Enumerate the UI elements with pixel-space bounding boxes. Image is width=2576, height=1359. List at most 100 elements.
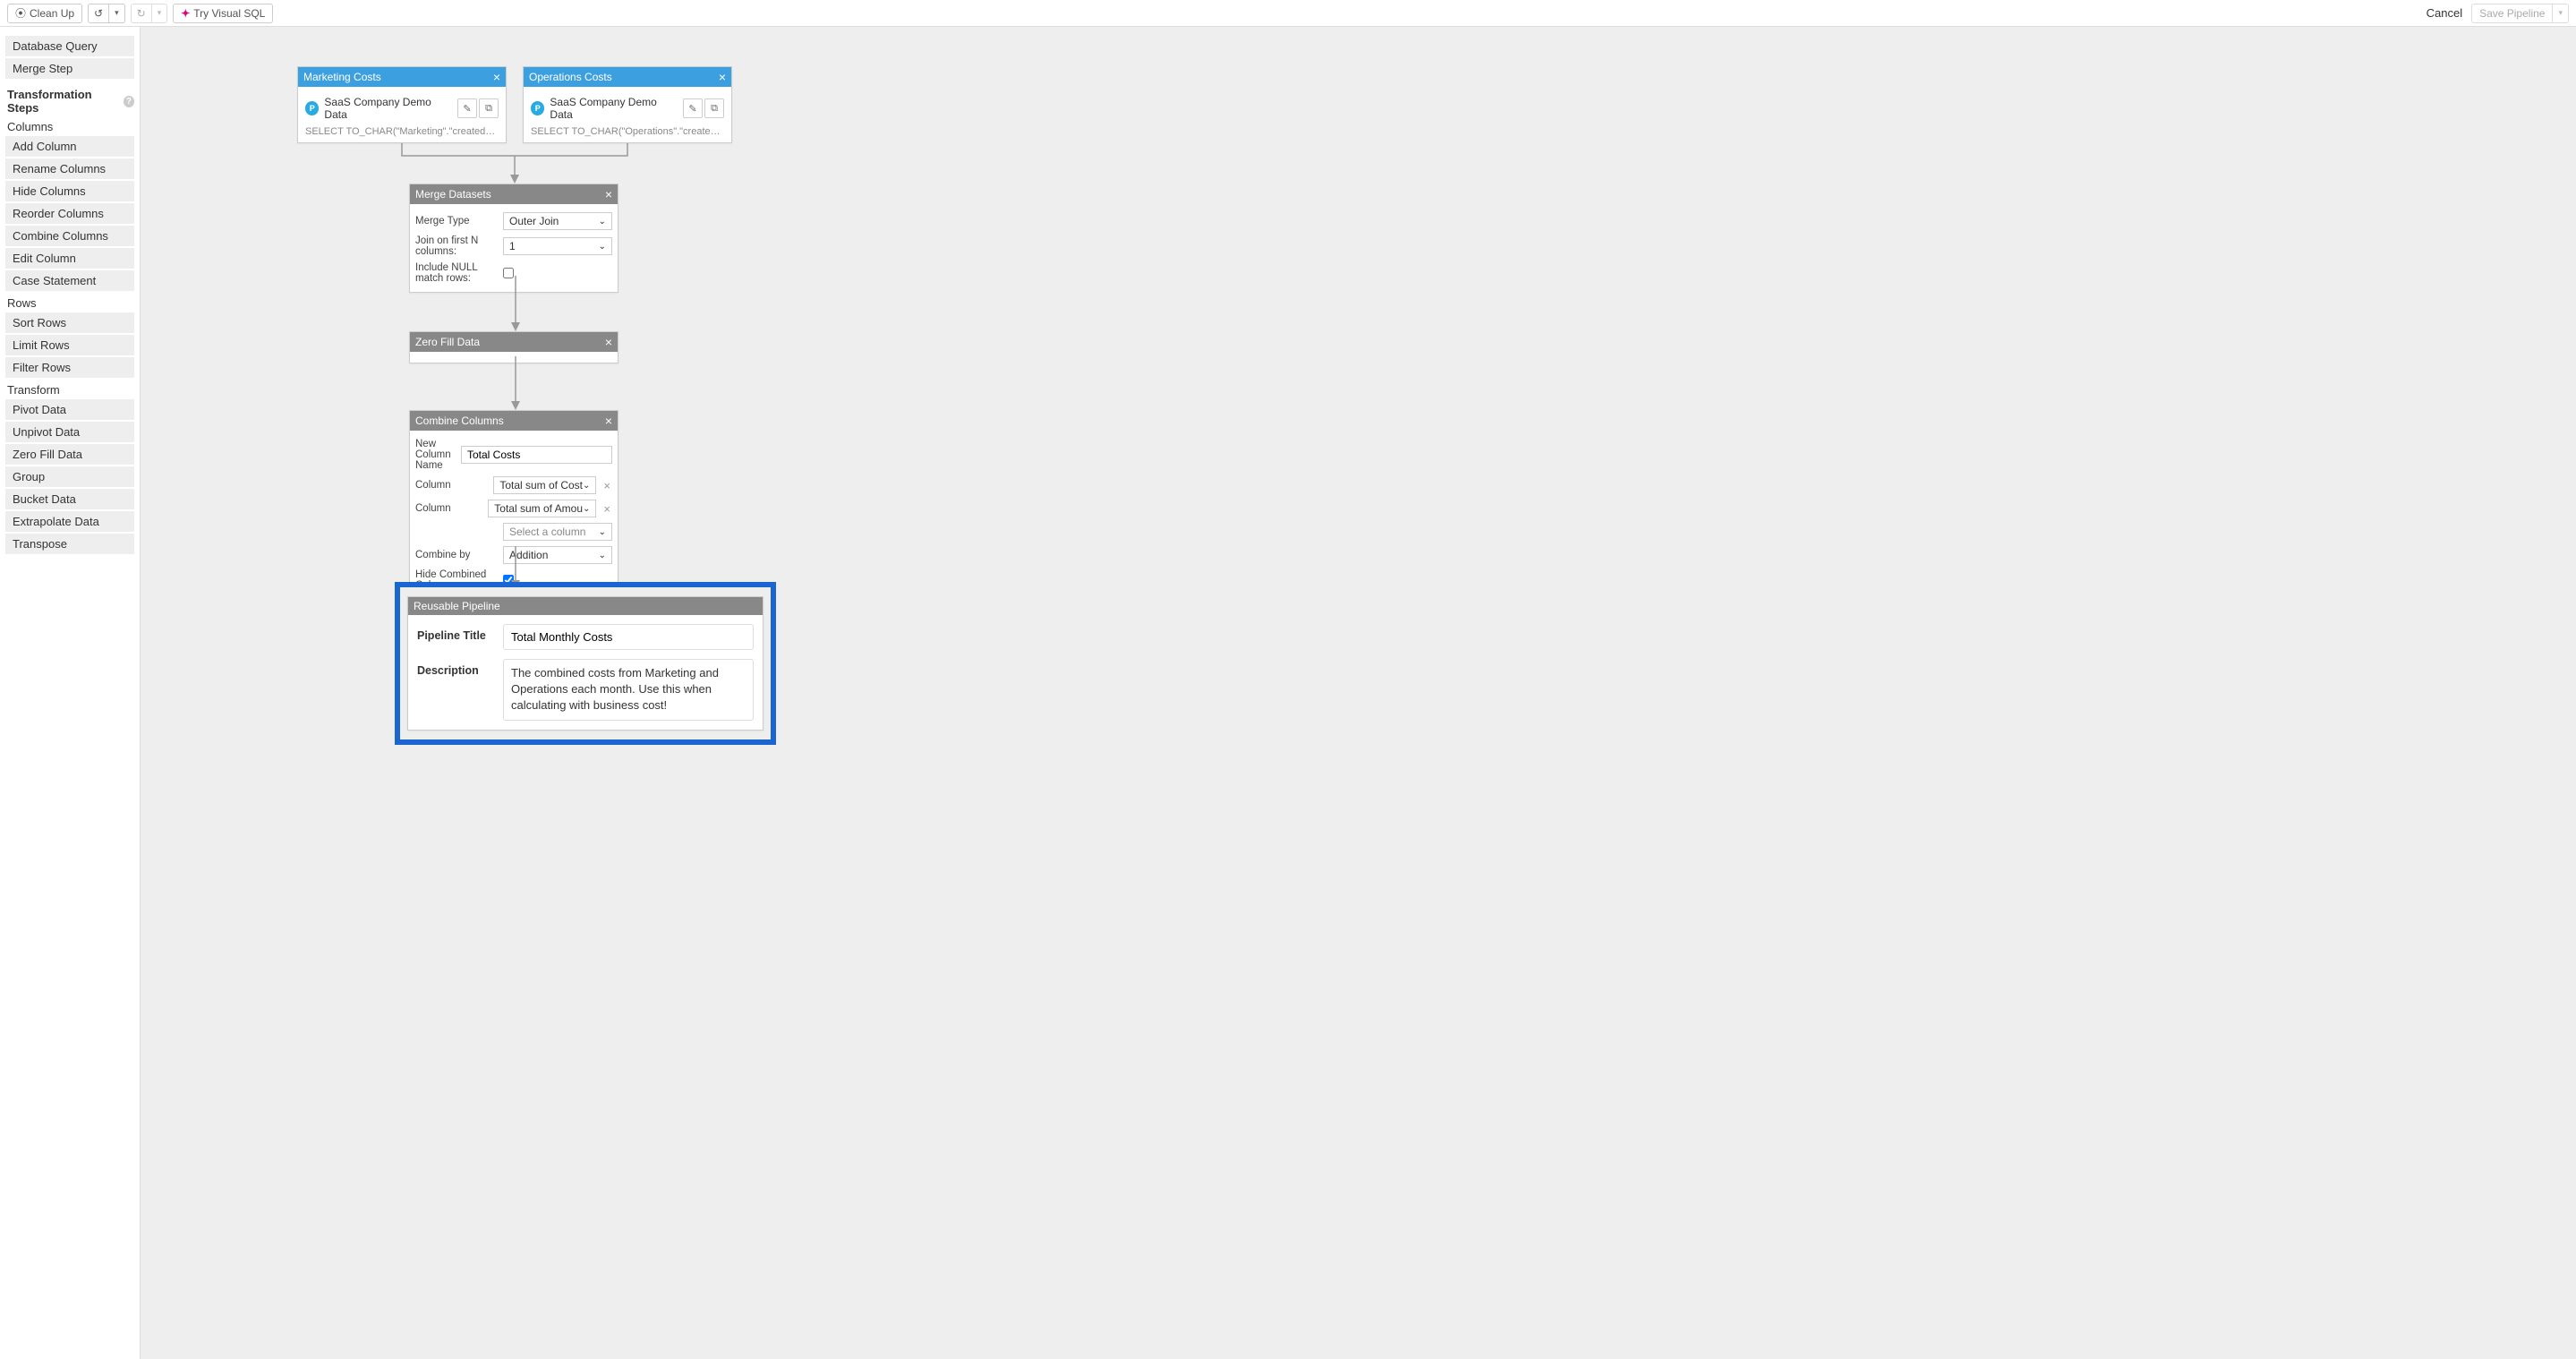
remove-column-icon[interactable]: × [601, 479, 612, 492]
sidebar-item-case-statement[interactable]: Case Statement [5, 270, 134, 291]
redo-split: ↻ ▾ [131, 4, 168, 23]
column-2-value: Total sum of Amou [494, 502, 583, 515]
merge-type-label: Merge Type [415, 216, 498, 226]
node-operations-costs[interactable]: Operations Costs × P SaaS Company Demo D… [523, 66, 732, 143]
sidebar-item-combine-columns[interactable]: Combine Columns [5, 226, 134, 246]
cleanup-button[interactable]: ⦿ Clean Up [7, 4, 82, 23]
toolbar: ⦿ Clean Up ↺ ▾ ↻ ▾ ✦ Try Visual SQL Canc… [0, 0, 2576, 27]
sidebar-item-limit-rows[interactable]: Limit Rows [5, 335, 134, 355]
node-reusable-pipeline[interactable]: Reusable Pipeline Pipeline Title Descrip… [407, 596, 763, 731]
pipeline-title-label: Pipeline Title [417, 624, 494, 642]
close-icon[interactable]: × [605, 187, 612, 201]
chevron-down-icon: ⌄ [583, 481, 590, 491]
node-header[interactable]: Operations Costs × [524, 67, 731, 87]
sidebar-item-group[interactable]: Group [5, 466, 134, 487]
new-column-name-row: New Column Name [415, 436, 612, 474]
datasource-icon: P [531, 101, 544, 115]
column-placeholder-value: Select a column [509, 526, 585, 538]
close-icon[interactable]: × [493, 70, 500, 84]
datasource-icon: P [305, 101, 319, 115]
node-zero-fill-data[interactable]: Zero Fill Data × [409, 331, 618, 363]
node-combine-columns[interactable]: Combine Columns × New Column Name Column… [409, 410, 618, 600]
new-column-name-label: New Column Name [415, 439, 456, 471]
help-icon[interactable]: ? [124, 96, 134, 107]
undo-caret[interactable]: ▾ [109, 4, 125, 23]
new-column-name-input[interactable] [461, 446, 612, 464]
column-1-row: Column Total sum of Cost ⌄ × [415, 474, 612, 497]
chevron-down-icon: ⌄ [599, 551, 606, 560]
sidebar-group-transform: Transform [7, 383, 134, 397]
sidebar-item-hide-columns[interactable]: Hide Columns [5, 181, 134, 201]
node-body: Pipeline Title Description The combined … [408, 615, 763, 730]
remove-column-icon[interactable]: × [601, 502, 612, 516]
copy-icon[interactable]: ⧉ [479, 98, 499, 118]
node-body: Merge Type Outer Join ⌄ Join on first N … [410, 204, 618, 292]
combine-by-select[interactable]: Addition ⌄ [503, 546, 612, 564]
source-label: SaaS Company Demo Data [324, 96, 452, 121]
pipeline-description-input[interactable]: The combined costs from Marketing and Op… [503, 659, 754, 721]
close-icon[interactable]: × [605, 414, 612, 428]
node-header[interactable]: Marketing Costs × [298, 67, 506, 87]
merge-type-select[interactable]: Outer Join ⌄ [503, 212, 612, 230]
chevron-down-icon: ⌄ [599, 217, 606, 226]
edit-icon[interactable]: ✎ [457, 98, 477, 118]
sidebar-item-reorder-columns[interactable]: Reorder Columns [5, 203, 134, 224]
sidebar-item-filter-rows[interactable]: Filter Rows [5, 357, 134, 378]
node-header[interactable]: Combine Columns × [410, 411, 618, 431]
try-visual-sql-label: Try Visual SQL [193, 7, 265, 20]
node-header[interactable]: Merge Datasets × [410, 184, 618, 204]
sidebar-item-pivot-data[interactable]: Pivot Data [5, 399, 134, 420]
node-merge-datasets[interactable]: Merge Datasets × Merge Type Outer Join ⌄… [409, 184, 618, 293]
cancel-button[interactable]: Cancel [2427, 6, 2462, 20]
save-pipeline-button[interactable]: Save Pipeline [2471, 4, 2553, 23]
include-null-label: Include NULL match rows: [415, 262, 498, 284]
sidebar-item-sort-rows[interactable]: Sort Rows [5, 312, 134, 333]
copy-icon[interactable]: ⧉ [704, 98, 724, 118]
sidebar-item-transpose[interactable]: Transpose [5, 534, 134, 554]
undo-button[interactable]: ↺ [88, 4, 109, 23]
save-caret[interactable]: ▾ [2553, 4, 2569, 23]
sidebar-group-columns: Columns [7, 120, 134, 133]
redo-icon: ↻ [137, 7, 146, 20]
column-2-select[interactable]: Total sum of Amou ⌄ [488, 500, 596, 517]
transformation-steps-label: Transformation Steps [7, 88, 120, 115]
include-null-checkbox[interactable] [503, 268, 514, 278]
undo-icon: ↺ [94, 7, 103, 20]
sidebar-item-merge-step[interactable]: Merge Step [5, 58, 134, 79]
sql-preview: SELECT TO_CHAR("Marketing"."created_date… [303, 124, 500, 137]
join-n-row: Join on first N columns: 1 ⌄ [415, 233, 612, 260]
pipeline-title-input[interactable] [503, 624, 754, 650]
chevron-down-icon: ⌄ [599, 242, 606, 252]
column-1-select[interactable]: Total sum of Cost ⌄ [493, 476, 596, 494]
edit-icon[interactable]: ✎ [683, 98, 703, 118]
node-marketing-costs[interactable]: Marketing Costs × P SaaS Company Demo Da… [297, 66, 507, 143]
reusable-pipeline-container[interactable]: Reusable Pipeline Pipeline Title Descrip… [395, 582, 776, 745]
close-icon[interactable]: × [605, 335, 612, 349]
sidebar-item-edit-column[interactable]: Edit Column [5, 248, 134, 269]
close-icon[interactable]: × [719, 70, 726, 84]
sidebar-item-database-query[interactable]: Database Query [5, 36, 134, 56]
undo-split: ↺ ▾ [88, 4, 125, 23]
try-visual-sql-button[interactable]: ✦ Try Visual SQL [173, 4, 273, 23]
redo-caret[interactable]: ▾ [152, 4, 168, 23]
toolbar-left: ⦿ Clean Up ↺ ▾ ↻ ▾ ✦ Try Visual SQL [7, 4, 2421, 23]
join-n-select[interactable]: 1 ⌄ [503, 237, 612, 255]
sidebar-item-bucket-data[interactable]: Bucket Data [5, 489, 134, 509]
column-label: Column [415, 480, 488, 491]
sidebar-item-zero-fill-data[interactable]: Zero Fill Data [5, 444, 134, 465]
column-placeholder-select[interactable]: Select a column ⌄ [503, 523, 612, 541]
column-2-row: Column Total sum of Amou ⌄ × [415, 497, 612, 520]
sidebar-item-add-column[interactable]: Add Column [5, 136, 134, 157]
canvas[interactable]: Marketing Costs × P SaaS Company Demo Da… [140, 27, 2576, 1359]
sidebar-item-extrapolate-data[interactable]: Extrapolate Data [5, 511, 134, 532]
node-title: Reusable Pipeline [414, 600, 500, 612]
redo-button[interactable]: ↻ [131, 4, 152, 23]
join-n-label: Join on first N columns: [415, 235, 498, 257]
node-header[interactable]: Reusable Pipeline [408, 597, 763, 615]
node-header[interactable]: Zero Fill Data × [410, 332, 618, 352]
sidebar-item-rename-columns[interactable]: Rename Columns [5, 158, 134, 179]
chevron-down-icon: ⌄ [599, 527, 606, 537]
include-null-row: Include NULL match rows: [415, 260, 612, 286]
source-label: SaaS Company Demo Data [550, 96, 678, 121]
sidebar-item-unpivot-data[interactable]: Unpivot Data [5, 422, 134, 442]
